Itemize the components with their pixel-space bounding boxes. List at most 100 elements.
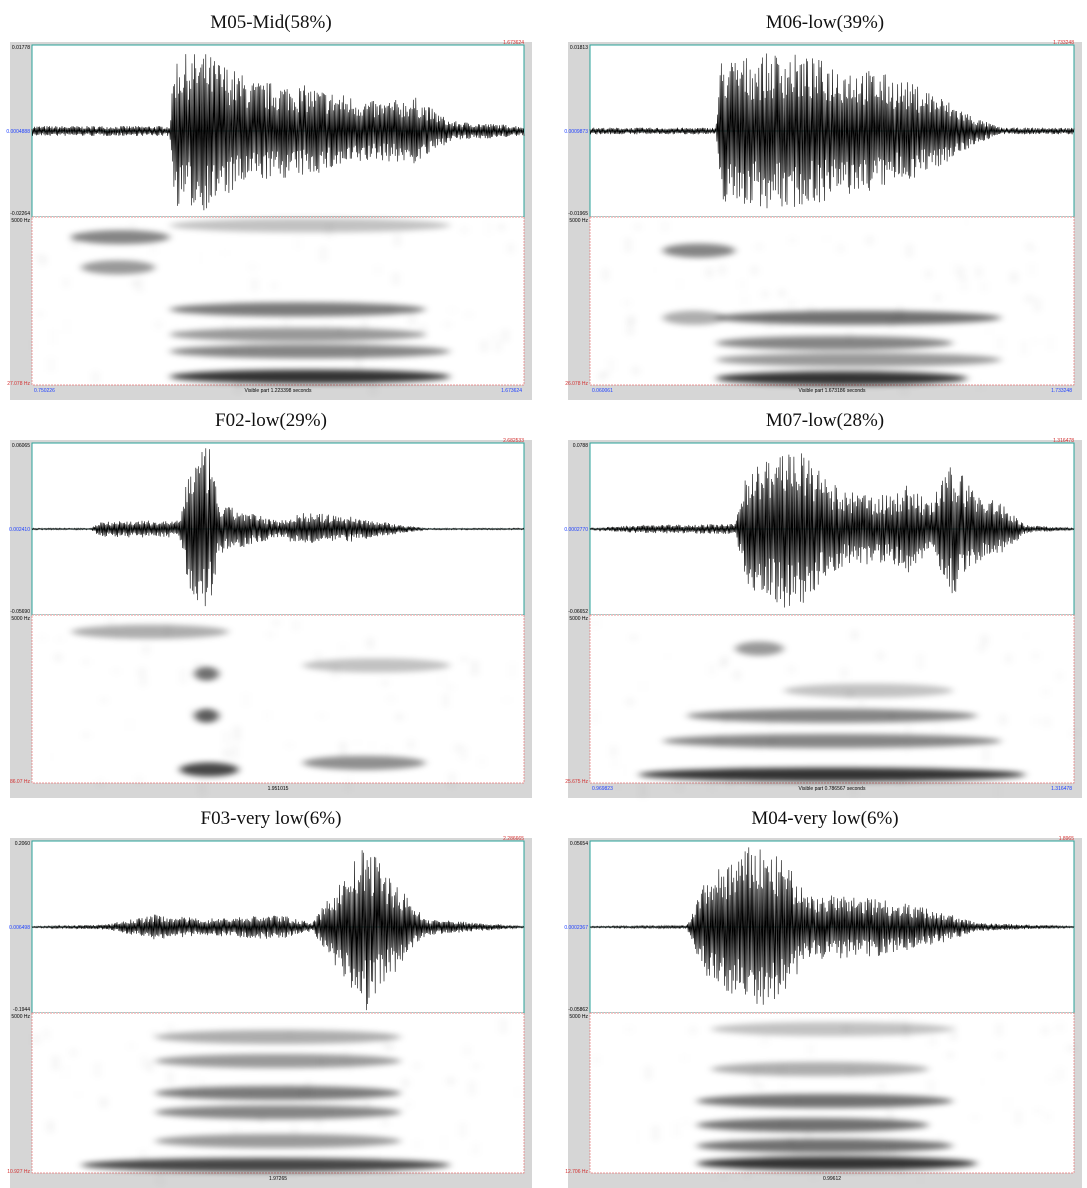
formant bbox=[194, 667, 219, 681]
noise bbox=[169, 1071, 171, 1084]
noise bbox=[518, 1087, 520, 1098]
formant bbox=[71, 625, 228, 639]
noise bbox=[781, 289, 783, 297]
noise bbox=[494, 333, 496, 340]
spectrogram-area bbox=[590, 615, 1074, 783]
noise bbox=[471, 1148, 473, 1159]
noise bbox=[478, 280, 480, 290]
formant bbox=[170, 370, 450, 384]
noise bbox=[365, 251, 367, 257]
noise bbox=[937, 294, 939, 301]
noise bbox=[502, 1019, 504, 1034]
noise bbox=[123, 306, 125, 313]
noise bbox=[297, 238, 299, 250]
noise bbox=[295, 619, 297, 631]
noise bbox=[930, 1079, 932, 1092]
noise bbox=[152, 245, 154, 255]
noise bbox=[322, 247, 324, 262]
noise bbox=[667, 653, 669, 660]
noise bbox=[633, 634, 635, 640]
axis-label: 1.8965 bbox=[1059, 836, 1075, 842]
panel: M05-Mid(58%)0.017781.6736240.0004888-0.0… bbox=[6, 12, 532, 400]
formant bbox=[155, 1086, 401, 1100]
noise bbox=[908, 244, 910, 258]
axis-label: 0.2060 bbox=[15, 841, 31, 847]
axis-label: 1.316478 bbox=[1051, 786, 1072, 792]
noise bbox=[919, 1170, 921, 1184]
noise bbox=[377, 265, 379, 275]
noise bbox=[1050, 1076, 1052, 1084]
noise bbox=[937, 722, 939, 734]
noise bbox=[1017, 1110, 1019, 1125]
noise bbox=[610, 358, 612, 372]
formant bbox=[711, 1062, 929, 1076]
noise bbox=[652, 301, 654, 314]
axis-label: 0.969823 bbox=[592, 786, 613, 792]
formant bbox=[170, 218, 450, 232]
noise bbox=[685, 1118, 687, 1128]
noise bbox=[462, 746, 464, 760]
noise bbox=[1058, 671, 1060, 681]
axis-label: 1.316478 bbox=[1053, 438, 1074, 444]
noise bbox=[1046, 717, 1048, 728]
noise bbox=[157, 320, 159, 330]
noise bbox=[504, 329, 506, 342]
noise bbox=[678, 781, 680, 791]
noise bbox=[791, 236, 793, 244]
noise bbox=[149, 1060, 151, 1071]
axis-label: 1.733248 bbox=[1051, 388, 1072, 394]
noise bbox=[736, 670, 738, 680]
noise bbox=[94, 1146, 96, 1161]
axis-label: 5000 Hz bbox=[11, 1014, 30, 1020]
noise bbox=[483, 340, 485, 353]
noise bbox=[443, 1135, 445, 1149]
noise bbox=[64, 1065, 66, 1079]
noise bbox=[78, 1091, 80, 1098]
noise bbox=[463, 226, 465, 235]
noise bbox=[337, 625, 339, 637]
noise bbox=[840, 243, 842, 253]
noise bbox=[475, 1063, 477, 1069]
noise bbox=[447, 321, 449, 328]
formant bbox=[71, 230, 169, 244]
noise bbox=[201, 782, 203, 796]
noise bbox=[474, 661, 476, 676]
formant bbox=[716, 371, 968, 385]
noise bbox=[605, 268, 607, 281]
noise bbox=[896, 695, 898, 711]
noise bbox=[97, 1062, 99, 1077]
axis-label: -0.01965 bbox=[568, 211, 588, 217]
noise bbox=[919, 653, 921, 669]
noise bbox=[466, 1045, 468, 1056]
noise bbox=[791, 299, 793, 310]
noise bbox=[51, 753, 53, 761]
formant bbox=[180, 763, 239, 777]
noise bbox=[384, 1115, 386, 1127]
noise bbox=[999, 336, 1001, 350]
noise bbox=[39, 311, 41, 317]
panel: F02-low(29%)0.060652.6825330.002410-0.05… bbox=[9, 410, 532, 798]
noise bbox=[1031, 263, 1033, 276]
noise bbox=[983, 634, 985, 646]
noise bbox=[1037, 1107, 1039, 1115]
panel-title: M06-low(39%) bbox=[766, 12, 884, 33]
noise bbox=[411, 311, 413, 325]
noise bbox=[475, 1142, 477, 1155]
axis-label: 1.733248 bbox=[1053, 40, 1074, 46]
formant bbox=[716, 353, 1002, 367]
panel: M06-low(39%)0.018131.7332480.0009873-0.0… bbox=[564, 12, 1082, 400]
noise bbox=[356, 739, 358, 745]
noise bbox=[451, 307, 453, 313]
noise bbox=[998, 1023, 1000, 1037]
formant bbox=[716, 311, 1002, 325]
axis-label: Visible part 1.673186 seconds bbox=[799, 388, 866, 394]
formant bbox=[170, 302, 426, 316]
panel-title: M07-low(28%) bbox=[766, 410, 884, 431]
noise bbox=[236, 726, 238, 741]
formant bbox=[663, 734, 1002, 748]
noise bbox=[1025, 632, 1027, 639]
noise bbox=[711, 779, 713, 792]
noise bbox=[723, 1171, 725, 1179]
figure: M05-Mid(58%)0.017781.6736240.0004888-0.0… bbox=[0, 0, 1087, 1188]
noise bbox=[1050, 336, 1052, 351]
